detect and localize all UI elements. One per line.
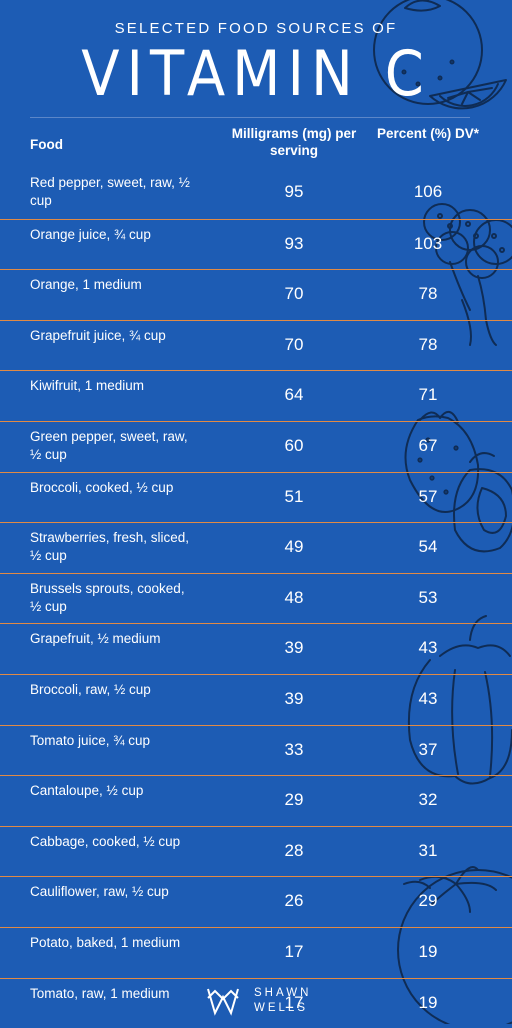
food-cell: Tomato juice, ¾ cup [30,732,195,750]
food-cell: Red pepper, sweet, raw, ½ cup [30,174,195,210]
mg-cell: 33 [224,740,364,760]
dv-cell: 71 [360,385,496,405]
dv-cell: 29 [360,891,496,911]
brand-name-line1: SHAWN [254,986,311,1001]
column-header-food: Food [30,136,63,153]
mg-cell: 39 [224,638,364,658]
mg-cell: 64 [224,385,364,405]
page-title: VITAMIN C [0,38,512,111]
mg-cell: 26 [224,891,364,911]
dv-cell: 67 [360,436,496,456]
mg-cell: 39 [224,689,364,709]
dv-cell: 103 [360,234,496,254]
dv-cell: 43 [360,638,496,658]
mg-cell: 51 [224,487,364,507]
dv-cell: 37 [360,740,496,760]
food-cell: Broccoli, cooked, ½ cup [30,479,195,497]
mg-cell: 93 [224,234,364,254]
dv-cell: 53 [360,588,496,608]
food-cell: Grapefruit juice, ¾ cup [30,327,195,345]
food-cell: Kiwifruit, 1 medium [30,377,195,395]
food-cell: Green pepper, sweet, raw, ½ cup [30,428,195,464]
food-cell: Grapefruit, ½ medium [30,630,195,648]
subtitle: SELECTED FOOD SOURCES OF [0,20,512,37]
mg-cell: 49 [224,537,364,557]
column-header-dv: Percent (%) DV* [360,125,496,142]
brand-name: SHAWN WELLS [254,986,311,1016]
dv-cell: 31 [360,841,496,861]
food-cell: Potato, baked, 1 medium [30,934,195,952]
food-cell: Orange juice, ¾ cup [30,226,195,244]
brand-name-line2: WELLS [254,1001,311,1016]
mg-cell: 95 [224,182,364,202]
vitamin-c-table: Food Milligrams (mg) per serving Percent… [0,118,512,1028]
table-header: Food Milligrams (mg) per serving Percent… [0,118,512,168]
dv-cell: 43 [360,689,496,709]
dv-cell: 78 [360,284,496,304]
dv-cell: 78 [360,335,496,355]
food-cell: Cantaloupe, ½ cup [30,782,195,800]
dv-cell: 19 [360,942,496,962]
food-cell: Strawberries, fresh, sliced, ½ cup [30,529,195,565]
brand-logo-icon [206,985,240,1017]
food-cell: Cauliflower, raw, ½ cup [30,883,195,901]
mg-cell: 48 [224,588,364,608]
brand-footer: SHAWN WELLS [0,985,512,1021]
mg-cell: 70 [224,284,364,304]
dv-cell: 57 [360,487,496,507]
food-cell: Orange, 1 medium [30,276,195,294]
mg-cell: 17 [224,942,364,962]
column-header-mg: Milligrams (mg) per serving [224,125,364,159]
dv-cell: 32 [360,790,496,810]
mg-cell: 29 [224,790,364,810]
food-cell: Broccoli, raw, ½ cup [30,681,195,699]
mg-cell: 60 [224,436,364,456]
mg-cell: 70 [224,335,364,355]
food-cell: Cabbage, cooked, ½ cup [30,833,195,851]
mg-cell: 28 [224,841,364,861]
dv-cell: 54 [360,537,496,557]
dv-cell: 106 [360,182,496,202]
food-cell: Brussels sprouts, cooked, ½ cup [30,580,195,616]
